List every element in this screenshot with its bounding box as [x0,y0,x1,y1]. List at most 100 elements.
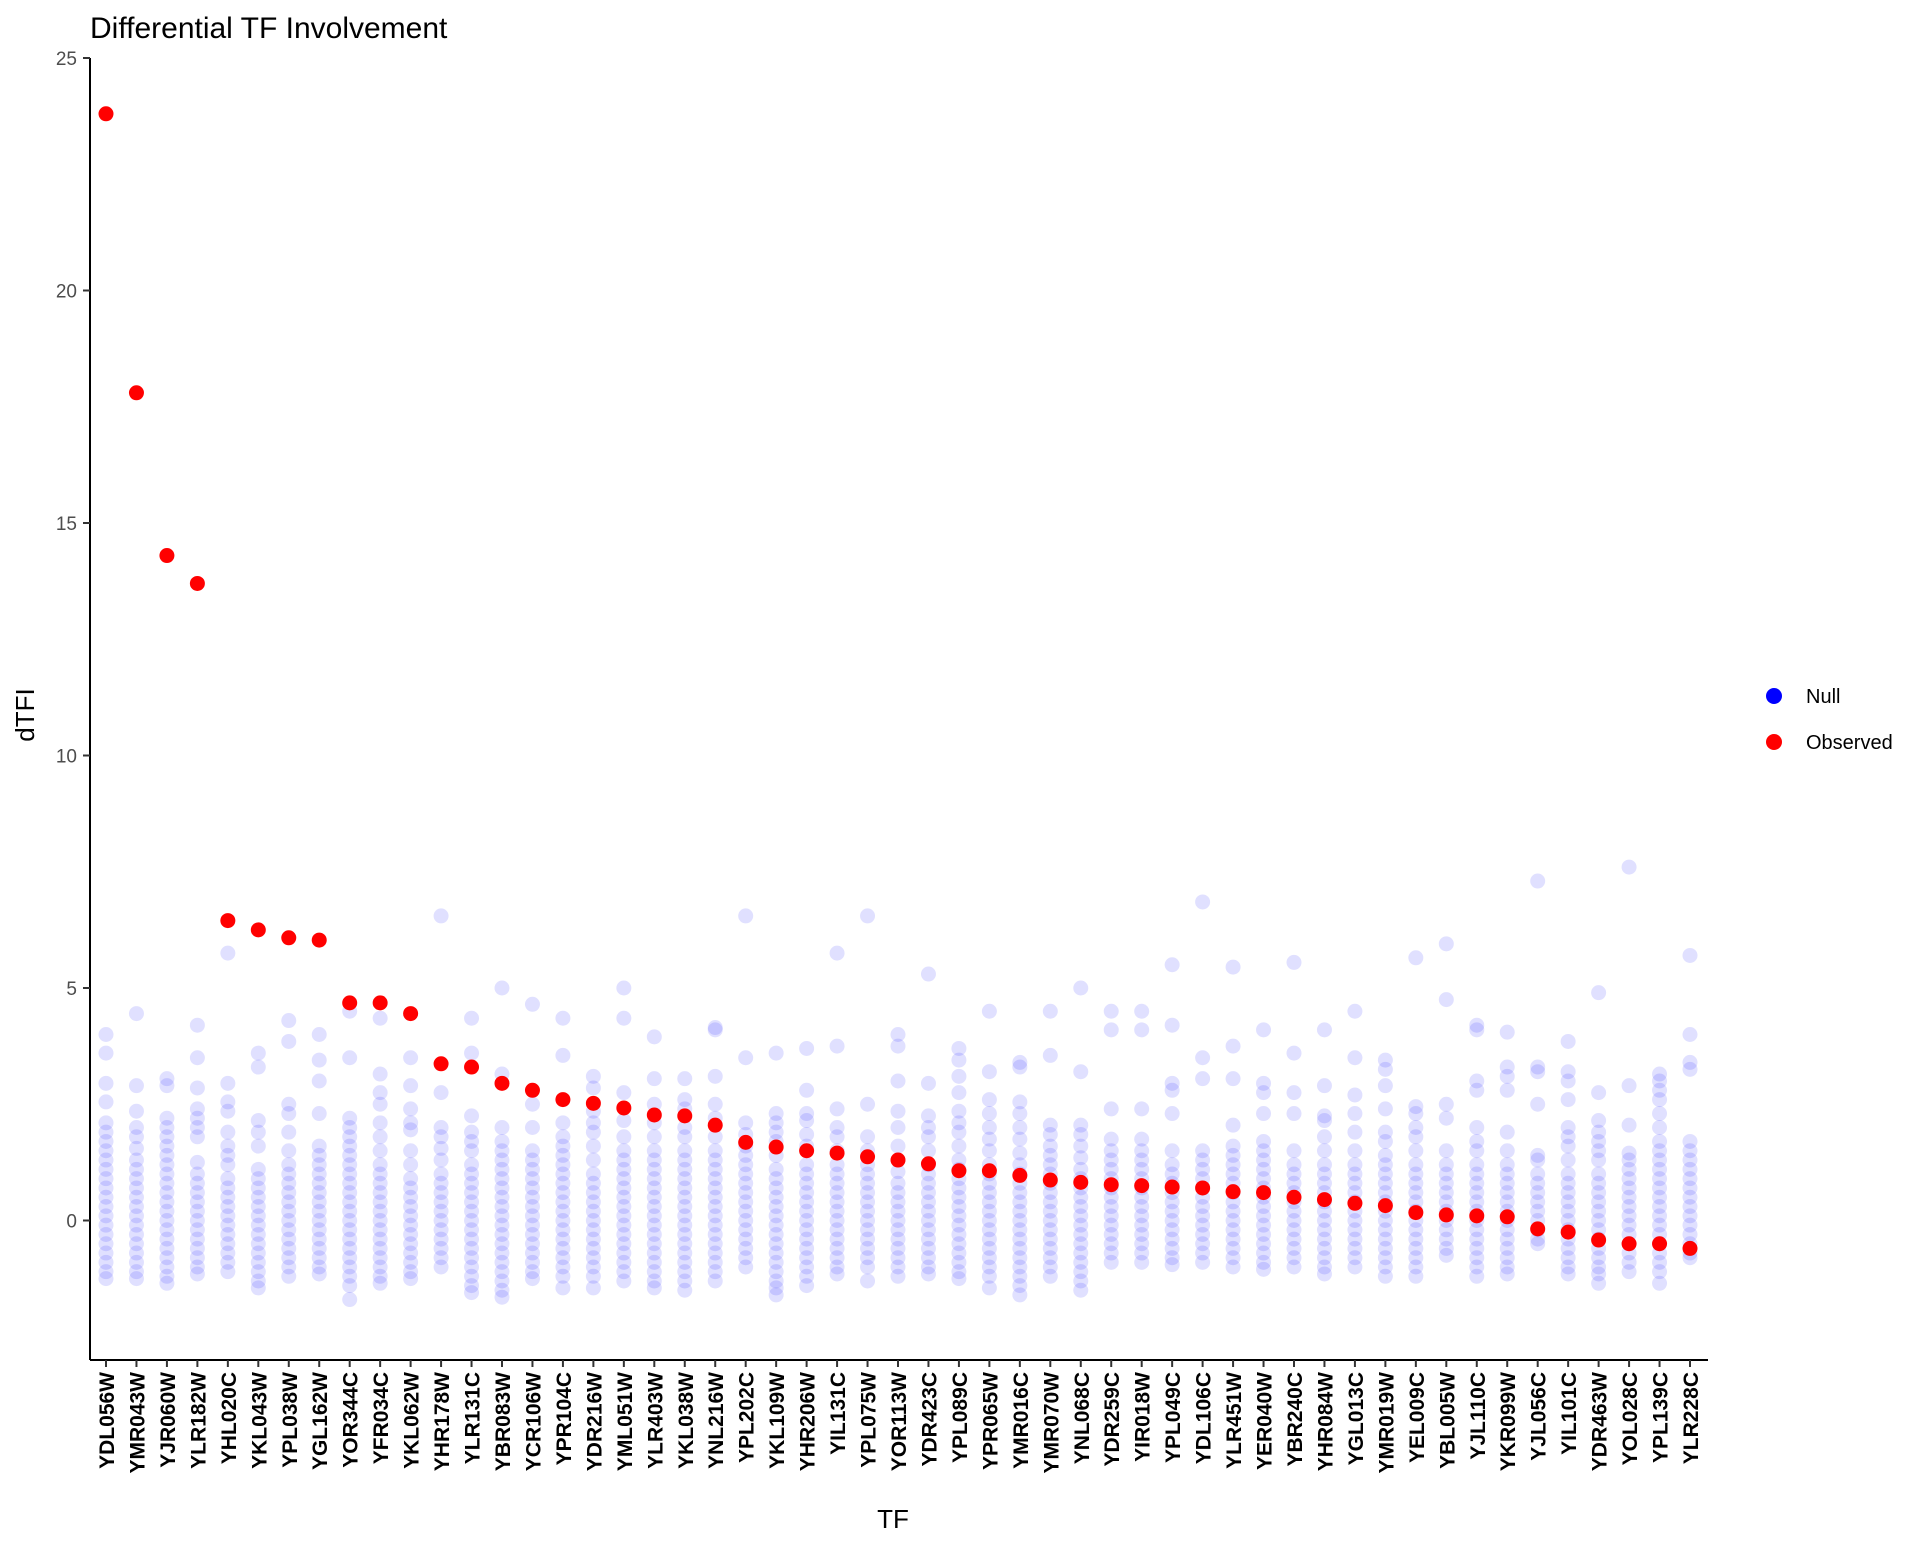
null-point [1164,1106,1180,1122]
null-point [555,1185,571,1201]
null-point [250,1254,266,1270]
null-point [616,1010,632,1026]
observed-point [464,1059,480,1075]
null-point [555,1129,571,1145]
null-point [585,1231,601,1247]
null-point [1591,1250,1607,1266]
null-point [1438,1194,1454,1210]
null-point [1652,1152,1668,1168]
null-point [159,1120,175,1135]
null-point [677,1236,693,1252]
null-point [555,1259,571,1275]
null-point [1134,1236,1150,1252]
null-point [159,1071,175,1087]
null-point [1316,1157,1332,1173]
null-point [281,1013,297,1029]
null-point [1347,1250,1363,1266]
null-point [189,1203,205,1219]
null-point [1347,1185,1363,1201]
null-point [1042,1003,1058,1019]
null-point [1134,1208,1150,1224]
null-point [464,1133,480,1149]
null-point [616,1236,632,1252]
null-point [646,1180,662,1196]
null-point [707,1020,723,1036]
null-point [616,1226,632,1242]
null-point [829,1222,845,1238]
null-point [1316,1113,1332,1129]
null-point [1347,1143,1363,1159]
null-point [1560,1259,1576,1275]
null-point [1469,1166,1485,1182]
null-point [860,1194,876,1210]
null-point [1316,1022,1332,1038]
null-point [829,1175,845,1191]
null-point [1377,1240,1393,1256]
null-point [1652,1275,1668,1291]
null-point [768,1280,784,1296]
null-point [1012,1194,1028,1210]
null-point [1225,1157,1241,1173]
null-point [524,1271,540,1287]
null-point [494,1143,510,1159]
null-point [1591,1175,1607,1191]
null-point [1408,1268,1424,1284]
null-point [494,1199,510,1215]
null-point [1652,1208,1668,1224]
null-point [159,1078,175,1094]
null-point [646,1236,662,1252]
null-point [1408,1166,1424,1182]
null-point [920,1203,936,1219]
x-tick-label: YKL109W [766,1372,789,1469]
null-point [616,1189,632,1205]
null-point [433,908,449,924]
null-point [1286,1085,1302,1101]
null-point [1225,1166,1241,1182]
null-point [1042,1240,1058,1256]
x-tick-label: YPR104C [553,1372,576,1465]
x-tick-label: YJL110C [1467,1372,1490,1460]
null-point [585,1194,601,1210]
null-point [1256,1106,1272,1122]
null-point [1499,1124,1515,1140]
null-point [311,1073,327,1089]
null-point [128,1103,144,1119]
null-point [1408,1129,1424,1145]
null-point [1408,950,1424,966]
null-point [829,1259,845,1275]
null-point [1256,1208,1272,1224]
null-point [342,1222,358,1238]
null-point [403,1050,419,1066]
null-point [159,1222,175,1238]
null-point [616,1254,632,1270]
null-point [738,1157,754,1173]
null-point [281,1259,297,1275]
null-point [1073,1126,1089,1142]
x-tick-label: YDR216W [583,1372,606,1471]
null-point [1073,1064,1089,1080]
null-point [1103,1226,1119,1242]
null-point [189,1175,205,1191]
observed-point [585,1095,601,1111]
null-point [1652,1066,1668,1082]
null-point [799,1213,815,1228]
null-point [98,1152,114,1168]
null-point [1225,1259,1241,1275]
x-tick-label: YMR016C [1010,1372,1033,1469]
null-point [311,1222,327,1238]
null-point [464,1166,480,1182]
null-point [890,1027,906,1042]
x-tick-label: YER040W [1254,1372,1277,1470]
null-point [1225,1250,1241,1266]
null-point [981,1231,997,1247]
null-point [1377,1157,1393,1173]
null-point [829,1101,845,1117]
null-point [98,1208,114,1224]
null-point [464,1124,480,1140]
null-point [1530,1203,1546,1219]
null-point [1164,1222,1180,1238]
null-point [311,1240,327,1256]
null-point [250,1236,266,1252]
null-point [707,1129,723,1145]
null-point [189,1101,205,1117]
